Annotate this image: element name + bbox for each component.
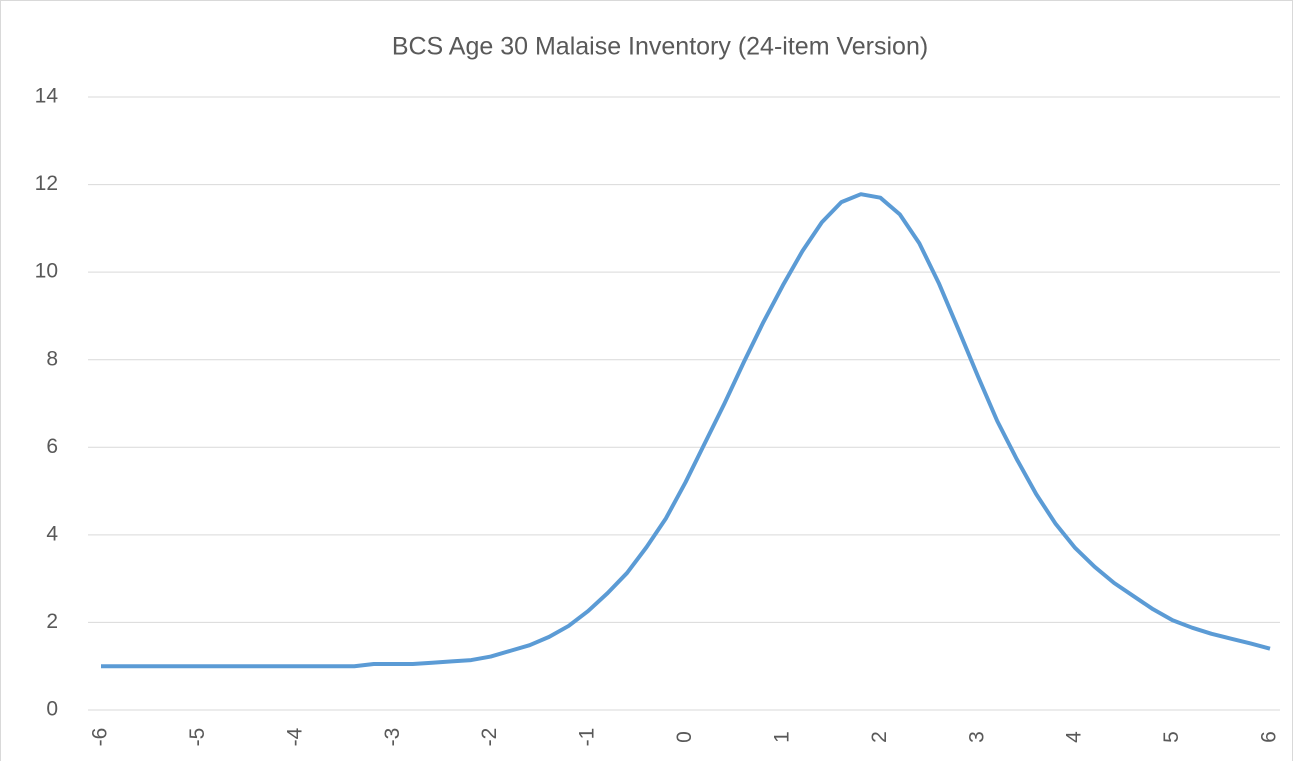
x-tick-label: 4 <box>1063 731 1086 743</box>
x-tick-label: 6 <box>1258 731 1281 743</box>
y-tick-label: 14 <box>35 85 59 108</box>
x-tick-label: -1 <box>576 728 599 747</box>
y-tick-label: 2 <box>46 610 58 633</box>
x-tick-label: -4 <box>283 727 306 746</box>
y-tick-label: 6 <box>46 435 58 458</box>
chart-title: BCS Age 30 Malaise Inventory (24-item Ve… <box>392 33 928 61</box>
x-tick-label: 0 <box>673 731 696 743</box>
x-tick-label: -6 <box>89 728 112 747</box>
x-tick-label: 1 <box>770 731 793 743</box>
x-tick-label: -3 <box>381 728 404 747</box>
x-tick-label: 3 <box>965 731 988 743</box>
x-tick-label: 5 <box>1160 731 1183 743</box>
x-tick-label: 2 <box>868 731 891 743</box>
y-tick-label: 10 <box>35 260 58 283</box>
y-tick-label: 12 <box>35 172 58 195</box>
y-tick-label: 8 <box>46 347 58 370</box>
y-tick-label: 4 <box>46 522 58 545</box>
data-line <box>101 192 1271 669</box>
x-tick-label: -2 <box>478 728 501 747</box>
x-tick-label: -5 <box>186 728 209 747</box>
y-tick-label: 0 <box>46 698 58 721</box>
